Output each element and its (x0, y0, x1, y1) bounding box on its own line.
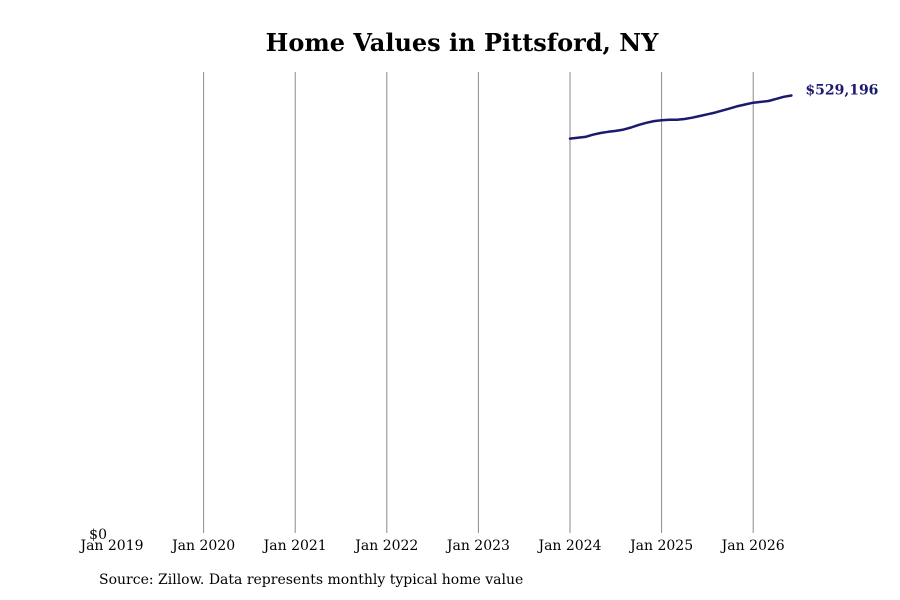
series-line (568, 94, 793, 140)
source-note: Source: Zillow. Data represents monthly … (99, 572, 524, 588)
grid-lines (203, 72, 754, 533)
y-axis-ticks: $0 (89, 527, 107, 543)
x-tick-label: Jan 2022 (353, 538, 418, 554)
end-value-label: $529,196 (805, 82, 878, 98)
x-tick-label: Jan 2026 (720, 538, 785, 554)
x-axis-ticks: Jan 2019 Jan 2020 Jan 2021 Jan 2022 Jan 2023… (78, 538, 784, 554)
chart-title: Home Values in Pittsford, NY (266, 28, 660, 57)
x-tick-label: Jan 2024 (536, 538, 601, 554)
x-tick-label: Jan 2023 (445, 538, 510, 554)
x-tick-label: Jan 2021 (262, 538, 327, 554)
y-tick-label: $0 (89, 527, 107, 543)
x-tick-label: Jan 2020 (170, 538, 235, 554)
x-tick-label: Jan 2025 (628, 538, 693, 554)
x-tick-label: Jan 2019 (78, 538, 143, 554)
